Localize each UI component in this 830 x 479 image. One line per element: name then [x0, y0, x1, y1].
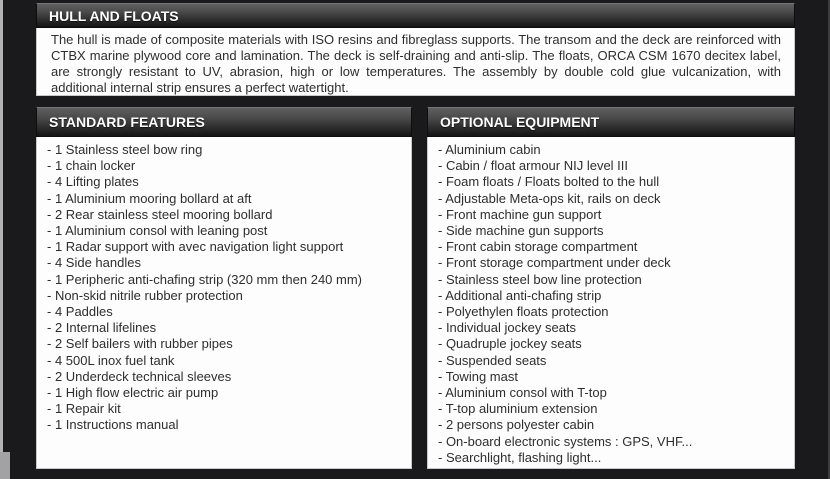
- standard-feature-item: - 1 Peripheric anti-chafing strip (320 m…: [47, 271, 363, 287]
- standard-feature-item: - 4 Side handles: [47, 255, 141, 271]
- standard-features-title: STANDARD FEATURES: [49, 114, 205, 130]
- standard-feature-item: - 4 500L inox fuel tank: [47, 352, 175, 368]
- optional-equipment-item: - Stainless steel bow line protection: [438, 271, 642, 287]
- standard-feature-item: - 2 Underdeck technical sleeves: [47, 368, 232, 384]
- optional-equipment-item: - On-board electronic systems : GPS, VHF…: [438, 433, 693, 449]
- standard-features-body: - 1 Stainless steel bow ring - 1 chain lo…: [36, 137, 412, 469]
- standard-feature-item: - 1 Stainless steel bow ring: [47, 142, 203, 157]
- optional-equipment-title: OPTIONAL EQUIPMENT: [440, 114, 600, 130]
- standard-features-header: STANDARD FEATURES: [36, 107, 412, 137]
- optional-equipment-list: - Aluminium cabin - Cabin / float armour …: [438, 142, 790, 466]
- optional-equipment-item: - Towing mast: [438, 368, 518, 384]
- optional-equipment-item: - T-top aluminium extension: [438, 401, 598, 417]
- hull-and-floats-title: HULL AND FLOATS: [49, 7, 179, 24]
- optional-equipment-item: - Aluminium consol with T-top: [438, 385, 607, 401]
- standard-feature-item: - 4 Paddles: [47, 304, 113, 320]
- standard-feature-item: - 1 Repair kit: [47, 401, 121, 417]
- standard-feature-item: - 4 Lifting plates: [47, 174, 139, 190]
- standard-features-list: - 1 Stainless steel bow ring - 1 chain lo…: [47, 142, 407, 434]
- optional-equipment-item: - Front storage compartment under deck: [438, 255, 671, 271]
- optional-equipment-item: - Front machine gun support: [438, 206, 602, 222]
- hull-and-floats-body: The hull is made of composite materials …: [36, 28, 795, 96]
- standard-feature-item: - 1 Radar support with avec navigation l…: [47, 239, 344, 255]
- optional-equipment-item: - 2 persons polyester cabin: [438, 417, 595, 433]
- optional-equipment-item: - Cabin / float armour NIJ level III: [438, 158, 629, 174]
- hull-description-text: The hull is made of composite materials …: [51, 32, 781, 95]
- standard-features-section: STANDARD FEATURES - 1 Stainless steel bo…: [36, 107, 412, 469]
- optional-equipment-header: OPTIONAL EQUIPMENT: [427, 107, 795, 137]
- optional-equipment-item: - Front cabin storage compartment: [438, 239, 638, 255]
- optional-equipment-item: - Suspended seats: [438, 352, 547, 368]
- optional-equipment-item: - Polyethylen floats protection: [438, 304, 609, 320]
- standard-feature-item: - 1 Aluminium consol with leaning post: [47, 223, 268, 239]
- optional-equipment-item: - Foam floats / Floats bolted to the hul…: [438, 174, 660, 190]
- content-area: HULL AND FLOATS The hull is made of comp…: [36, 3, 795, 469]
- optional-equipment-item: - Adjustable Meta-ops kit, rails on deck: [438, 190, 661, 206]
- optional-equipment-item: - Aluminium cabin: [438, 142, 541, 157]
- standard-feature-item: - 2 Internal lifelines: [47, 320, 157, 336]
- hull-and-floats-header: HULL AND FLOATS: [36, 3, 795, 28]
- optional-equipment-item: - Side machine gun supports: [438, 223, 604, 239]
- optional-equipment-item: - Additional anti-chafing strip: [438, 287, 602, 303]
- standard-feature-item: - 1 Aluminium mooring bollard at aft: [47, 190, 252, 206]
- standard-feature-item: - 2 Rear stainless steel mooring bollard: [47, 206, 273, 222]
- standard-feature-item: - 1 Instructions manual: [47, 417, 179, 433]
- left-edge-strip: [0, 0, 3, 479]
- standard-feature-item: - Non-skid nitrile rubber protection: [47, 287, 243, 303]
- bottom-left-edge-block: [0, 452, 10, 479]
- hull-and-floats-section: HULL AND FLOATS The hull is made of comp…: [36, 3, 795, 96]
- optional-equipment-item: - Searchlight, flashing light...: [438, 449, 602, 465]
- standard-feature-item: - 2 Self bailers with rubber pipes: [47, 336, 233, 352]
- right-edge-strip: [828, 0, 830, 479]
- optional-equipment-body: - Aluminium cabin - Cabin / float armour …: [427, 137, 795, 469]
- optional-equipment-section: OPTIONAL EQUIPMENT - Aluminium cabin - Ca…: [427, 107, 795, 469]
- standard-feature-item: - 1 High flow electric air pump: [47, 385, 219, 401]
- features-columns: STANDARD FEATURES - 1 Stainless steel bo…: [36, 107, 795, 469]
- optional-equipment-item: - Quadruple jockey seats: [438, 336, 582, 352]
- optional-equipment-item: - Individual jockey seats: [438, 320, 577, 336]
- standard-feature-item: - 1 chain locker: [47, 158, 136, 174]
